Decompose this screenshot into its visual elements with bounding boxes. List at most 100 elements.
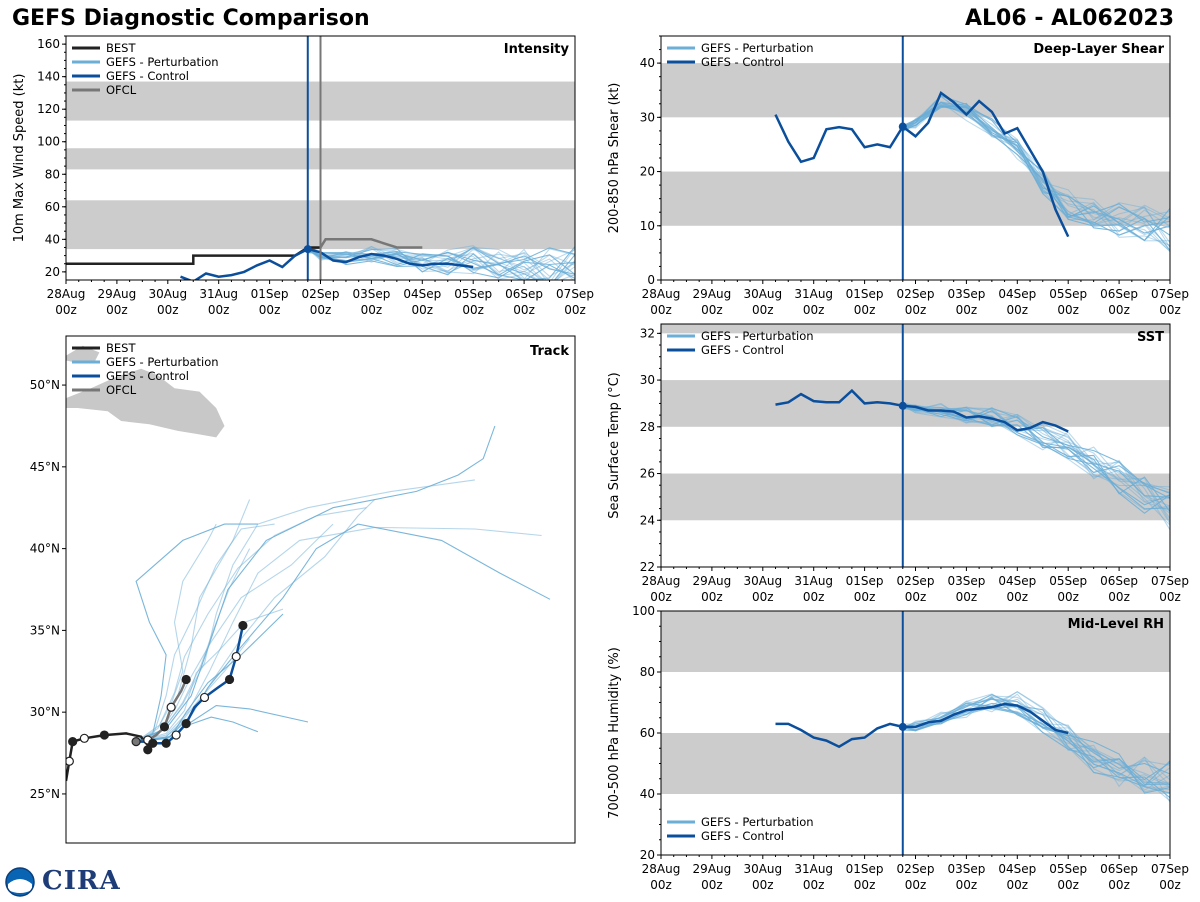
x-tick-hour: 00z (701, 303, 723, 317)
chart-title: Track (530, 344, 569, 359)
x-tick-hour: 00z (1007, 590, 1029, 604)
x-tick-hour: 00z (854, 303, 876, 317)
x-tick-day: 04Sep (998, 287, 1036, 301)
perturbation-series (902, 404, 1170, 493)
x-tick-hour: 00z (1159, 303, 1181, 317)
legend-label: GEFS - Perturbation (106, 55, 219, 69)
x-tick-hour: 00z (310, 303, 332, 317)
perturbation-series (902, 693, 1170, 785)
y-tick-label: 20 (45, 265, 60, 279)
perturbation-series (902, 401, 1170, 511)
ofcl-track-point (166, 702, 176, 712)
x-tick-hour: 00z (1007, 303, 1029, 317)
x-tick-hour: 00z (701, 590, 723, 604)
x-tick-day: 06Sep (505, 287, 543, 301)
x-tick-day: 04Sep (998, 862, 1036, 876)
x-tick-day: 01Sep (251, 287, 289, 301)
control-track-point (224, 674, 235, 685)
control-track-point (148, 738, 158, 748)
perturbation-series (307, 247, 575, 280)
x-tick-hour: 00z (1159, 878, 1181, 892)
storm-id-title: AL06 - AL062023 (965, 6, 1174, 31)
shaded-band (661, 473, 1170, 521)
x-tick-hour: 00z (1108, 303, 1130, 317)
perturbation-series (902, 698, 1170, 794)
perturbation-series (307, 245, 575, 280)
x-tick-hour: 00z (752, 590, 774, 604)
y-tick-label: 0 (647, 273, 655, 287)
x-tick-hour: 00z (1057, 590, 1079, 604)
x-tick-day: 01Sep (846, 574, 884, 588)
perturbation-series (902, 406, 1170, 525)
plot-area (774, 90, 1170, 253)
perturbation-track (136, 613, 284, 743)
shaded-band (661, 324, 1170, 334)
perturbation-series (902, 403, 1170, 494)
y-tick-label: 60 (45, 200, 60, 214)
chart-title: Deep-Layer Shear (1033, 42, 1164, 57)
x-tick-hour: 00z (650, 590, 672, 604)
legend-label: GEFS - Perturbation (701, 815, 814, 829)
x-tick-day: 02Sep (302, 287, 340, 301)
control-series (775, 388, 1069, 433)
x-tick-day: 02Sep (897, 287, 935, 301)
x-tick-day: 07Sep (1151, 862, 1189, 876)
x-tick-day: 31Aug (199, 287, 238, 301)
x-tick-hour: 00z (701, 878, 723, 892)
y-tick-label: 22 (640, 560, 655, 574)
x-tick-hour: 00z (55, 303, 77, 317)
shaded-band (661, 380, 1170, 427)
x-tick-hour: 00z (956, 590, 978, 604)
x-tick-day: 01Sep (846, 287, 884, 301)
perturbation-series (307, 248, 575, 280)
chart-title: Mid-Level RH (1068, 617, 1164, 632)
legend-label: GEFS - Control (701, 343, 784, 357)
plot-area (66, 238, 575, 280)
perturbation-series (307, 245, 575, 273)
x-tick-hour: 00z (752, 878, 774, 892)
control-track-point (199, 692, 210, 703)
x-tick-day: 29Aug (98, 287, 137, 301)
x-tick-day: 31Aug (794, 862, 833, 876)
y-axis-label: 700-500 hPa Humidity (%) (607, 647, 622, 819)
cira-logo-text: CIRA (42, 866, 121, 896)
y-axis-label: Sea Surface Temp (°C) (607, 372, 622, 519)
chart-intensity: 20 40 60 80 100 120 140 160 28Aug 00z 29Aug 00z 30Au… (12, 35, 594, 317)
x-tick-day: 03Sep (947, 574, 985, 588)
perturbation-series (307, 248, 575, 280)
control-track-point (181, 719, 191, 729)
shaded-band (661, 611, 1170, 672)
x-tick-hour: 00z (259, 303, 281, 317)
legend-label: GEFS - Perturbation (701, 329, 814, 343)
x-tick-hour: 00z (462, 303, 484, 317)
x-tick-hour: 00z (208, 303, 230, 317)
control-series (775, 702, 1069, 749)
control-track-point (231, 651, 241, 662)
current-point (303, 245, 312, 254)
legend-label: OFCL (106, 383, 137, 397)
perturbation-series (902, 105, 1170, 253)
y-tick-label: 60 (640, 726, 655, 740)
x-tick-day: 28Aug (642, 862, 681, 876)
best-track-point (143, 745, 153, 755)
x-tick-day: 05Sep (1049, 574, 1087, 588)
perturbation-series (902, 403, 1170, 503)
x-tick-hour: 00z (956, 878, 978, 892)
y-tick-label: 100 (37, 135, 60, 149)
perturbation-track (135, 523, 275, 743)
x-tick-hour: 00z (106, 303, 128, 317)
legend-label: GEFS - Control (106, 69, 189, 83)
lat-tick-label: 35°N (30, 623, 60, 637)
noaa-globe-icon (5, 867, 35, 897)
chart-rh: 20 40 60 80 100 28Aug 00z 29Aug 00z 30Aug 00z 31Aug… (607, 604, 1189, 892)
perturbation-series (902, 102, 1170, 242)
x-tick-day: 06Sep (1100, 862, 1138, 876)
y-tick-label: 80 (45, 167, 60, 181)
perturbation-track (135, 523, 217, 743)
control-track-point (238, 620, 248, 631)
ofcl-track-point (159, 722, 170, 732)
x-tick-hour: 00z (752, 303, 774, 317)
lat-tick-label: 30°N (30, 705, 60, 719)
perturbation-series (902, 691, 1170, 781)
